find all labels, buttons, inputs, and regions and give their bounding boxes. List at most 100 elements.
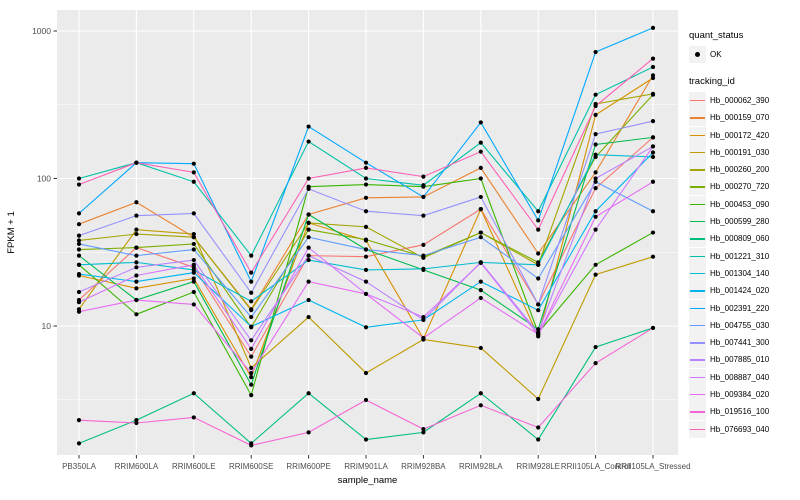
legend-item-label: Hb_001221_310 — [710, 251, 770, 261]
data-point — [536, 425, 541, 430]
legend-item-label: Hb_009384_020 — [710, 390, 770, 400]
x-tick-label: RRIM600SE — [229, 462, 273, 471]
data-point — [249, 382, 254, 387]
data-point — [306, 220, 311, 226]
line-key-icon — [689, 264, 706, 282]
data-point — [134, 200, 139, 205]
legend-item: Hb_009384_020 — [689, 386, 799, 404]
x-tick-label: RRII105LA_Control — [561, 462, 631, 471]
data-point — [249, 299, 254, 304]
y-tick-label: 1000 — [32, 26, 51, 36]
data-point — [76, 289, 82, 295]
data-point — [249, 270, 254, 275]
line-key-icon — [689, 420, 706, 438]
legend-item-label: Hb_000191_030 — [710, 147, 770, 157]
legend-item: Hb_008887_040 — [689, 368, 799, 386]
line-key-icon — [689, 230, 706, 248]
legend-item: Hb_001304_140 — [689, 264, 799, 282]
data-point — [593, 170, 598, 175]
data-point — [134, 213, 139, 218]
data-point — [421, 335, 426, 341]
data-point — [421, 213, 426, 218]
data-point — [306, 391, 311, 396]
legend-item: Hb_000809_060 — [689, 230, 799, 248]
legend-item: Hb_002391_220 — [689, 299, 799, 317]
line-key-icon — [689, 143, 706, 161]
legend-item: Hb_000453_090 — [689, 195, 799, 213]
data-point — [478, 140, 483, 145]
data-point — [249, 338, 254, 343]
data-point — [593, 176, 598, 181]
x-tick-label: PB350LA — [62, 462, 96, 471]
data-point — [363, 165, 369, 170]
data-point — [191, 235, 196, 240]
data-point — [593, 92, 598, 97]
legend-quant-status: quant_status OK — [689, 30, 799, 63]
legend: quant_status OK tracking_id Hb_000062_39… — [689, 30, 799, 451]
data-point — [76, 271, 82, 277]
legend-item-label: Hb_001424_020 — [710, 286, 770, 296]
x-tick-label: RRIM928LA — [459, 462, 503, 471]
data-point — [306, 257, 311, 263]
data-point — [593, 131, 598, 137]
data-point — [478, 260, 483, 265]
data-point — [191, 262, 196, 267]
line-key-icon — [689, 316, 706, 334]
data-point — [536, 308, 541, 313]
data-point — [76, 182, 82, 187]
legend-item: Hb_000172_420 — [689, 126, 799, 144]
legend-item-label: OK — [710, 50, 722, 59]
data-point — [478, 194, 483, 200]
data-point — [134, 312, 139, 317]
data-point — [536, 276, 541, 281]
legend-item-label: Hb_002391_220 — [710, 303, 770, 313]
data-point — [306, 253, 311, 258]
line-key-icon — [689, 334, 706, 352]
data-point — [363, 160, 369, 165]
data-point — [249, 308, 254, 313]
line-key-icon — [689, 126, 706, 144]
data-point — [478, 345, 483, 351]
data-point — [191, 270, 196, 275]
legend-item-label: Hb_000599_280 — [710, 217, 770, 227]
data-point — [363, 224, 369, 229]
line-key-icon — [689, 247, 706, 265]
y-tick-label: 10 — [42, 321, 52, 331]
data-point — [191, 289, 196, 295]
data-point — [306, 235, 311, 240]
data-point — [478, 235, 483, 240]
data-point — [249, 314, 254, 320]
legend-item-label: Hb_000172_420 — [710, 130, 770, 140]
data-point — [650, 144, 656, 149]
legend-item-label: Hb_000270_720 — [710, 182, 770, 192]
legend-item-label: Hb_000809_060 — [710, 234, 770, 244]
data-point — [421, 194, 426, 200]
x-tick-label: RRIM600LE — [172, 462, 216, 471]
data-point — [249, 365, 254, 370]
legend-item: Hb_001424_020 — [689, 282, 799, 300]
data-point — [76, 247, 82, 252]
data-point — [134, 286, 139, 291]
data-point — [650, 75, 656, 81]
data-point — [249, 346, 254, 351]
x-tick-label: RRIM600LA — [115, 462, 159, 471]
data-point — [134, 245, 139, 250]
data-point — [306, 212, 311, 217]
data-point — [191, 276, 196, 281]
data-point — [593, 209, 598, 214]
data-point — [363, 182, 369, 187]
data-point — [363, 247, 369, 252]
data-point — [421, 183, 426, 188]
legend-tracking-id: tracking_id Hb_000062_390 Hb_000159_070 Hb… — [689, 76, 799, 438]
data-point — [421, 174, 426, 179]
x-axis-title: sample_name — [338, 475, 398, 486]
data-point — [306, 245, 311, 250]
line-key-icon — [689, 213, 706, 231]
data-point — [478, 403, 483, 408]
legend-item-label: Hb_007441_300 — [710, 338, 770, 348]
line-key-icon — [689, 282, 706, 300]
data-point — [536, 437, 541, 442]
legend-item: Hb_000191_030 — [689, 143, 799, 161]
legend-tracking-items: Hb_000062_390 Hb_000159_070 Hb_000172_420 H… — [689, 92, 799, 438]
